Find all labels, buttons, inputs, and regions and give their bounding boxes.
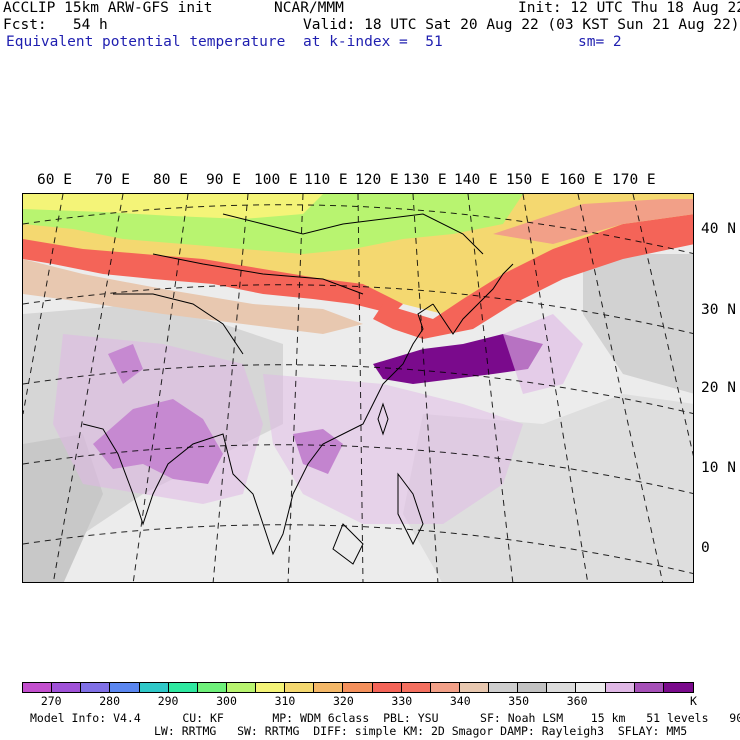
colorbar-tick-label: 300 xyxy=(216,694,237,708)
lon-label: 170 E xyxy=(612,172,656,188)
model-info-line2: LW: RRTMG SW: RRTMG DIFF: simple KM: 2D … xyxy=(154,724,688,738)
colorbar-swatch xyxy=(81,683,111,692)
level-label: at k-index = 51 xyxy=(303,34,443,50)
init-time: Init: 12 UTC Thu 18 Aug 22 xyxy=(518,0,740,16)
lat-label: 30 N xyxy=(701,302,736,318)
lon-label: 100 E xyxy=(254,172,298,188)
colorbar-swatch xyxy=(23,683,53,692)
colorbar-swatch xyxy=(343,683,373,692)
colorbar-swatch xyxy=(518,683,548,692)
colorbar-tick-label: 360 xyxy=(566,694,588,708)
lon-label: 140 E xyxy=(454,172,498,188)
lat-label: 40 N xyxy=(701,221,736,237)
colorbar-swatch xyxy=(430,683,460,692)
colorbar-swatch xyxy=(197,683,227,692)
lon-label: 90 E xyxy=(206,172,241,188)
colorbar xyxy=(22,682,694,693)
colorbar-tick-label: 320 xyxy=(333,694,354,708)
colorbar-unit: K xyxy=(690,694,697,708)
colorbar-swatch xyxy=(634,683,664,692)
colorbar-swatch xyxy=(314,683,344,692)
lon-label: 110 E xyxy=(304,172,348,188)
lon-label: 60 E xyxy=(37,172,72,188)
title-line: ACCLIP 15km ARW-GFS init xyxy=(3,0,213,16)
colorbar-tick-label: 270 xyxy=(40,694,62,708)
colorbar-swatch xyxy=(489,683,519,692)
forecast-hour: Fcst: 54 h xyxy=(3,17,108,33)
lon-label: 130 E xyxy=(403,172,447,188)
colorbar-swatch xyxy=(256,683,286,692)
colorbar-swatch xyxy=(226,683,256,692)
map-panel xyxy=(22,193,694,583)
lon-label: 70 E xyxy=(95,172,130,188)
valid-time: Valid: 18 UTC Sat 20 Aug 22 (03 KST Sun … xyxy=(303,17,740,33)
colorbar-tick-label: 340 xyxy=(449,694,471,708)
colorbar-swatch xyxy=(663,683,693,692)
model-info-line1: Model Info: V4.4 CU: KF MP: WDM 6class P… xyxy=(30,711,740,725)
colorbar-swatch xyxy=(372,683,402,692)
colorbar-swatch xyxy=(110,683,140,692)
colorbar-swatch xyxy=(576,683,606,692)
theta-e-field xyxy=(23,194,693,582)
colorbar-swatch xyxy=(401,683,431,692)
colorbar-tick-label: 290 xyxy=(157,694,179,708)
colorbar-tick-label: 280 xyxy=(99,694,121,708)
colorbar-swatch xyxy=(605,683,635,692)
lon-label: 80 E xyxy=(153,172,188,188)
lon-label: 150 E xyxy=(506,172,550,188)
colorbar-tick-label: 330 xyxy=(391,694,413,708)
lat-label: 0 xyxy=(701,540,710,556)
lon-label: 160 E xyxy=(559,172,603,188)
colorbar-tick-label: 310 xyxy=(274,694,296,708)
center-label: NCAR/MMM xyxy=(274,0,344,16)
colorbar-swatch xyxy=(547,683,577,692)
lat-label: 10 N xyxy=(701,460,736,476)
colorbar-swatch xyxy=(459,683,489,692)
lat-label: 20 N xyxy=(701,380,736,396)
lon-label: 120 E xyxy=(355,172,399,188)
colorbar-swatch xyxy=(168,683,198,692)
colorbar-tick-label: 350 xyxy=(508,694,530,708)
smoothing-label: sm= 2 xyxy=(578,34,622,50)
colorbar-swatch xyxy=(52,683,82,692)
colorbar-swatch xyxy=(285,683,315,692)
colorbar-swatch xyxy=(139,683,169,692)
field-name: Equivalent potential temperature xyxy=(6,34,286,50)
